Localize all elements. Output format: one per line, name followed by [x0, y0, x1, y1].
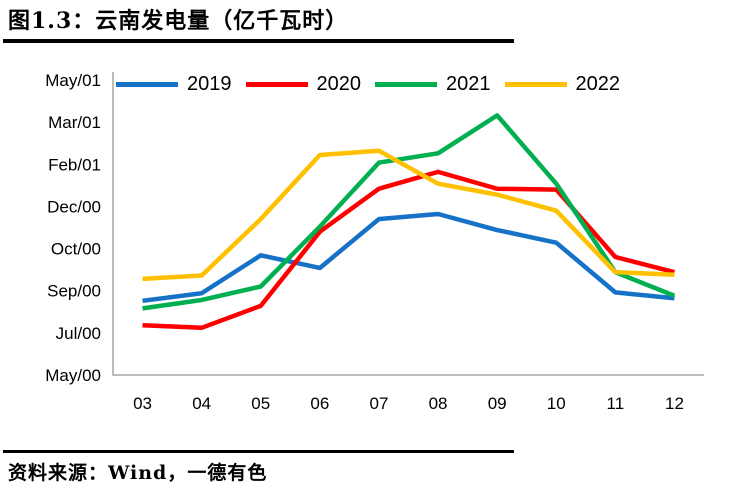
- x-tick-label: 12: [665, 394, 684, 413]
- legend-label: 2019: [187, 73, 232, 95]
- legend-item-2020: 2020: [245, 72, 362, 96]
- legend-label: 2022: [575, 73, 621, 95]
- y-tick-label: May/00: [45, 366, 101, 385]
- x-tick-label: 06: [310, 394, 329, 413]
- line-chart: May/00 Jul/00 Sep/00 Oct/00 Dec/00 Feb/01 Mar/…: [0, 45, 736, 437]
- legend-item-2022: 2022: [504, 72, 621, 96]
- title-divider: [3, 39, 514, 43]
- x-tick-label: 09: [488, 394, 507, 413]
- y-tick-label: Dec/00: [47, 197, 101, 216]
- chart-legend: 2019 2020 2021 2022: [0, 72, 736, 96]
- y-tick-label: Mar/01: [48, 113, 101, 132]
- x-tick-label: 10: [547, 394, 566, 413]
- axis-lines: [112, 72, 704, 376]
- x-tick-label: 04: [192, 394, 211, 413]
- legend-label: 2020: [316, 73, 362, 95]
- legend-swatch-2020: [245, 81, 308, 87]
- x-tick-label: 07: [369, 394, 388, 413]
- legend-swatch-2022: [504, 81, 567, 87]
- x-tick-label: 08: [429, 394, 448, 413]
- series-line-2020: [142, 169, 676, 331]
- plot-area: May/00 Jul/00 Sep/00 Oct/00 Dec/00 Feb/01 Mar/…: [45, 71, 704, 413]
- figure-title: 图1.3：云南发电量（亿千瓦时）: [8, 8, 349, 34]
- series-line-2019: [142, 211, 675, 304]
- legend-item-2021: 2021: [375, 72, 491, 96]
- y-tick-label: Sep/00: [47, 282, 101, 301]
- legend-swatch-2021: [375, 81, 437, 87]
- y-tick-label: Feb/01: [48, 155, 101, 174]
- footer-divider: [3, 450, 514, 453]
- x-tick-label: 11: [607, 394, 625, 413]
- y-tick-label: May/01: [45, 71, 101, 90]
- series-line-2022: [142, 148, 675, 282]
- x-tick-label: 05: [251, 394, 270, 413]
- x-tick-label: 03: [133, 394, 152, 413]
- series-line-2021: [142, 113, 676, 311]
- y-tick-label: Jul/00: [56, 324, 101, 343]
- y-tick-label: Oct/00: [51, 240, 101, 259]
- legend-swatch-2019: [116, 81, 178, 87]
- legend-label: 2021: [446, 73, 491, 95]
- legend-item-2019: 2019: [116, 72, 232, 96]
- source-note: 资料来源：Wind，一德有色: [8, 462, 268, 484]
